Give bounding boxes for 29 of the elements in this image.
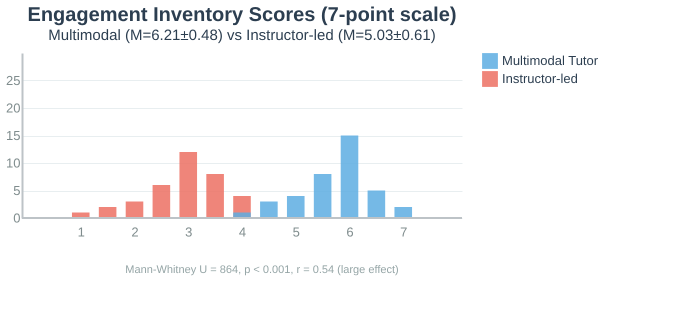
bar: [260, 202, 278, 218]
y-tick-label: 20: [6, 100, 20, 116]
chart-subtitle: Multimodal (M=6.21±0.48) vs Instructor-led (M=5.03±0.61): [48, 27, 436, 44]
y-tick-label: 15: [6, 128, 20, 143]
bar: [179, 152, 198, 218]
bar: [314, 174, 332, 218]
x-tick-label: 2: [131, 224, 139, 240]
y-tick-label: 5: [13, 183, 20, 198]
bar: [152, 185, 170, 218]
bar: [368, 190, 386, 218]
bar: [340, 136, 358, 218]
x-tick-label: 4: [238, 224, 246, 240]
x-tick-label: 3: [185, 224, 192, 240]
chart-title: Engagement Inventory Scores (7-point scale): [28, 4, 456, 26]
bar: [206, 174, 224, 218]
text: Mann-Whitney U = 864, p < 0.001, r = 0.54 (large effect): [125, 264, 399, 276]
x-tick-label: 6: [346, 224, 354, 240]
legend-label: Multimodal Tutor: [502, 53, 599, 68]
bar: [394, 207, 412, 218]
bar: [286, 196, 305, 218]
bar: [126, 202, 144, 218]
x-tick-label: 1: [78, 224, 85, 240]
y-tick-label: 10: [6, 156, 20, 170]
bar: [98, 207, 116, 218]
y-tick-label: 0: [13, 210, 20, 226]
x-tick-label: 7: [400, 224, 408, 240]
y-tick-label: 25: [6, 73, 20, 88]
legend-label: Instructor-led: [502, 71, 578, 86]
x-tick-label: 5: [292, 224, 300, 240]
